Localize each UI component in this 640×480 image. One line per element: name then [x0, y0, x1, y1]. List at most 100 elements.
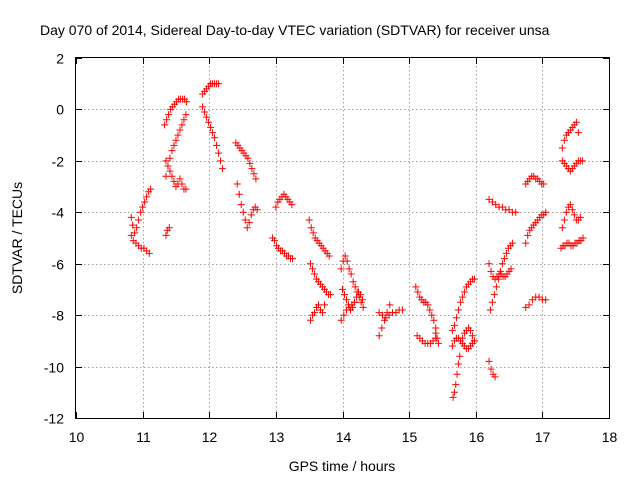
- data-point: [500, 255, 508, 263]
- data-point: [542, 208, 550, 216]
- data-point: [488, 298, 496, 306]
- data-point: [456, 352, 464, 360]
- data-point: [572, 118, 580, 126]
- data-point: [209, 129, 217, 137]
- data-point: [566, 201, 574, 209]
- data-series-sat-aa: [458, 324, 478, 345]
- data-point: [163, 116, 171, 124]
- data-series-sat-f: [162, 157, 190, 193]
- data-point: [164, 162, 172, 170]
- data-point: [165, 224, 173, 232]
- x-tick-label: 13: [269, 429, 285, 445]
- data-point: [176, 126, 184, 134]
- data-point: [250, 170, 258, 178]
- data-series-sat-aj: [558, 201, 584, 232]
- data-point: [307, 260, 315, 268]
- data-point: [352, 293, 360, 301]
- data-point: [345, 265, 353, 273]
- data-point: [524, 231, 532, 239]
- data-point: [428, 311, 436, 319]
- data-point: [502, 249, 510, 257]
- data-point: [307, 316, 315, 324]
- data-point: [375, 332, 383, 340]
- data-point: [574, 129, 582, 137]
- data-series-sat-ad: [486, 239, 516, 314]
- data-point: [341, 252, 349, 260]
- data-point: [456, 298, 464, 306]
- data-point: [579, 234, 587, 242]
- data-point: [454, 360, 462, 368]
- data-point: [168, 147, 176, 155]
- data-point: [213, 141, 221, 149]
- data-series-sat-c: [162, 224, 173, 239]
- data-point: [180, 116, 188, 124]
- data-point: [246, 159, 254, 167]
- data-point: [426, 306, 434, 314]
- data-point: [466, 327, 474, 335]
- data-point: [219, 165, 227, 173]
- data-point: [448, 342, 456, 350]
- data-point: [327, 291, 335, 299]
- data-point: [560, 136, 568, 144]
- data-point: [496, 267, 504, 275]
- data-point: [145, 249, 153, 257]
- data-point: [337, 265, 345, 273]
- data-point: [485, 260, 493, 268]
- data-point: [424, 301, 432, 309]
- data-point: [562, 208, 570, 216]
- data-point: [205, 118, 213, 126]
- data-series-sat-b: [127, 231, 153, 257]
- data-point: [449, 393, 457, 401]
- data-series-sat-r: [337, 298, 358, 324]
- data-series-sat-z: [449, 352, 464, 401]
- data-point: [307, 224, 315, 232]
- data-point: [378, 324, 386, 332]
- data-point: [340, 311, 348, 319]
- data-point: [235, 190, 243, 198]
- data-series-sat-l: [272, 190, 296, 211]
- data-point: [211, 134, 219, 142]
- plot-frame: [75, 57, 610, 419]
- data-point: [452, 381, 460, 389]
- data-point: [309, 229, 317, 237]
- data-point: [176, 175, 184, 183]
- data-point: [162, 157, 170, 165]
- data-point: [487, 365, 495, 373]
- data-point: [289, 255, 297, 263]
- data-point: [243, 224, 251, 232]
- data-point: [272, 203, 280, 211]
- x-axis-label: GPS time / hours: [289, 458, 396, 474]
- data-point: [350, 298, 358, 306]
- data-point: [570, 211, 578, 219]
- data-point: [383, 309, 391, 317]
- data-point: [217, 157, 225, 165]
- data-point: [339, 285, 346, 293]
- data-point: [458, 293, 466, 301]
- data-series-sat-y: [448, 334, 478, 353]
- data-point: [498, 260, 506, 268]
- data-point: [347, 270, 355, 278]
- data-point: [358, 296, 366, 304]
- data-point: [241, 216, 249, 224]
- data-point: [178, 121, 186, 129]
- data-point: [470, 337, 478, 345]
- data-point: [143, 193, 151, 201]
- data-point: [315, 301, 323, 309]
- data-point: [133, 224, 141, 232]
- data-point: [454, 306, 462, 314]
- x-tick-label: 16: [469, 429, 485, 445]
- data-point: [558, 144, 566, 152]
- data-point: [182, 111, 190, 119]
- data-point: [343, 257, 351, 265]
- data-point: [321, 301, 329, 309]
- data-point: [199, 103, 207, 111]
- data-point: [201, 108, 209, 116]
- data-series-sat-m: [305, 216, 333, 260]
- data-point: [452, 314, 460, 322]
- data-point: [340, 291, 348, 299]
- data-point: [127, 213, 135, 221]
- y-tick-labels: 2 0 -2 -4 -6 -8 -10 -12: [44, 51, 64, 427]
- data-series-sat-g: [199, 80, 223, 98]
- data-point: [351, 283, 359, 291]
